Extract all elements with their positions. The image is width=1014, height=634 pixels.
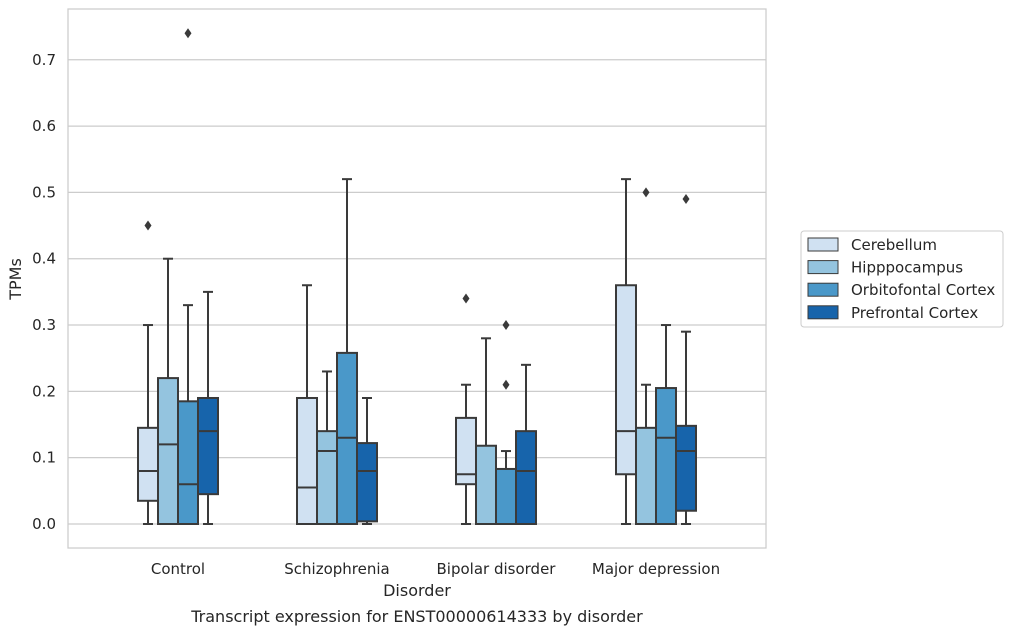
y-tick-label: 0.4 <box>32 250 56 268</box>
y-tick-label: 0.1 <box>32 449 56 467</box>
legend-label: Prefrontal Cortex <box>851 304 978 322</box>
box-prefrontal-cortex <box>675 194 697 525</box>
box-iqr <box>615 284 637 476</box>
legend-label: Cerebellum <box>851 236 937 254</box>
box-prefrontal-cortex <box>197 290 219 525</box>
x-tick-labels: Control Schizophrenia Bipolar disorder Majo… <box>151 560 720 578</box>
box-cerebellum <box>296 284 318 526</box>
box-iqr <box>495 467 517 526</box>
outlier-point <box>144 220 152 231</box>
box-hipppocampus <box>635 187 657 525</box>
y-tick-label: 0.5 <box>32 183 56 201</box>
outlier-point <box>682 194 690 205</box>
y-tick-label: 0.7 <box>32 51 56 69</box>
y-tick-label: 0.3 <box>32 316 56 334</box>
x-tick-label: Control <box>151 560 205 578</box>
box-iqr <box>197 396 219 496</box>
chart-caption: Transcript expression for ENST0000061433… <box>190 607 643 626</box>
box-cerebellum <box>615 178 637 525</box>
x-tick-label: Schizophrenia <box>284 560 389 578</box>
box-iqr <box>137 426 159 502</box>
legend-label: Hipppocampus <box>851 259 963 277</box>
box-iqr <box>316 430 338 526</box>
outlier-point <box>502 320 510 331</box>
boxes <box>137 28 697 526</box>
box-orbitofontal-cortex <box>655 324 677 525</box>
x-tick-label: Bipolar disorder <box>437 560 557 578</box>
box-iqr <box>475 444 497 525</box>
legend-swatch <box>807 260 839 275</box>
outlier-point <box>502 379 510 390</box>
outlier-point <box>462 293 470 304</box>
box-prefrontal-cortex <box>515 363 537 526</box>
legend-label: Orbitofontal Cortex <box>851 281 995 299</box>
y-tick-labels: 0.0 0.1 0.2 0.3 0.4 0.5 0.6 0.7 <box>32 51 56 533</box>
legend-swatch <box>807 282 839 297</box>
box-orbitofontal-cortex <box>495 320 517 526</box>
box-iqr <box>515 430 537 526</box>
box-iqr <box>635 426 657 525</box>
x-axis-label: Disorder <box>383 581 451 600</box>
box-iqr <box>356 442 378 523</box>
y-tick-label: 0.0 <box>32 515 56 533</box>
box-cerebellum <box>137 220 159 525</box>
box-orbitofontal-cortex <box>336 178 358 526</box>
box-hipppocampus <box>316 370 338 526</box>
box-hipppocampus <box>157 257 179 526</box>
y-tick-label: 0.2 <box>32 382 56 400</box>
box-cerebellum <box>455 293 477 525</box>
box-iqr <box>675 424 697 512</box>
legend: Cerebellum Hipppocampus Orbitofontal Corte… <box>800 230 1004 328</box>
y-tick-label: 0.6 <box>32 117 56 135</box>
box-iqr <box>655 387 677 525</box>
box-iqr <box>296 396 318 526</box>
legend-swatch <box>807 237 839 252</box>
box-iqr <box>157 377 179 526</box>
legend-swatch <box>807 305 839 320</box>
x-tick-label: Major depression <box>592 560 720 578</box>
outlier-point <box>642 187 650 198</box>
legend-frame <box>800 230 1004 328</box>
box-iqr <box>177 400 199 526</box>
plot-area-frame <box>67 8 767 549</box>
box-hipppocampus <box>475 337 497 525</box>
y-axis-label: TPMs <box>6 258 25 301</box>
box-prefrontal-cortex <box>356 396 378 525</box>
box-orbitofontal-cortex <box>177 28 199 526</box>
outlier-point <box>184 28 192 39</box>
